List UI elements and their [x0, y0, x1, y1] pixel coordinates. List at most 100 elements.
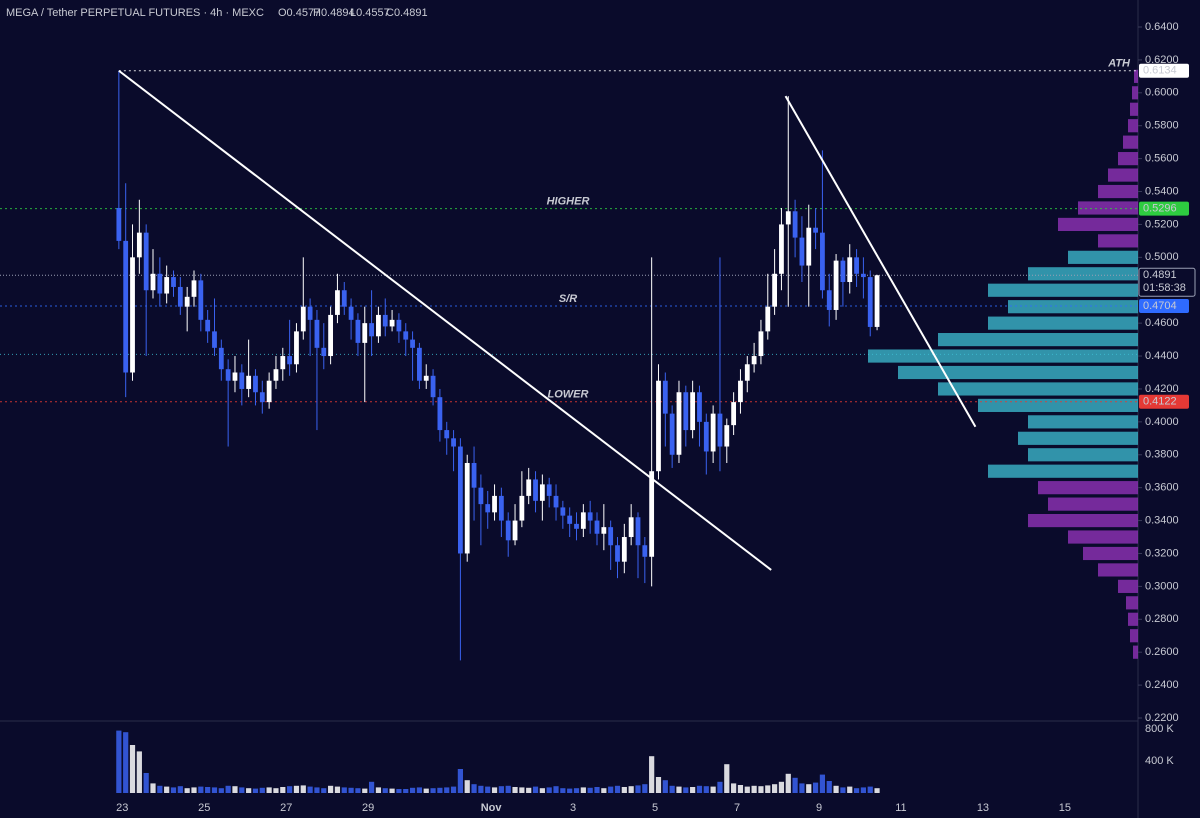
volume-bar	[314, 787, 320, 793]
candle-body	[594, 520, 600, 534]
volume-bar	[621, 787, 627, 793]
volume-bar	[403, 789, 409, 793]
volume-profile-bar	[988, 283, 1138, 297]
volume-tick-label: 800 K	[1145, 723, 1174, 735]
candle	[369, 290, 374, 357]
volume-profile-bar	[938, 382, 1138, 396]
candle	[280, 347, 286, 381]
candle	[697, 385, 702, 447]
candle	[355, 313, 361, 357]
volume-bar	[246, 788, 252, 793]
candle-body	[710, 413, 716, 452]
volume-bar	[491, 787, 498, 793]
volume-profile-bar	[988, 464, 1138, 478]
volume-bar	[546, 787, 552, 793]
x-tick-label: 25	[198, 802, 210, 814]
candle	[492, 484, 497, 521]
volume-bar	[457, 769, 463, 793]
y-tick-label: 0.5600	[1145, 153, 1179, 165]
candle	[437, 388, 443, 442]
volume-bar	[129, 745, 136, 793]
candle	[724, 418, 730, 463]
candle	[246, 339, 252, 398]
candle	[765, 273, 771, 340]
candle	[628, 504, 634, 546]
candle	[266, 372, 272, 409]
candle	[123, 183, 129, 398]
volume-profile-bar	[1126, 596, 1138, 610]
candle-body	[218, 347, 224, 370]
candle	[826, 273, 832, 327]
candle-body	[417, 347, 422, 381]
candle	[376, 306, 381, 343]
volume-bar	[601, 788, 607, 793]
y-tick-label: 0.3000	[1145, 580, 1179, 592]
candle-body	[779, 224, 784, 274]
volume-bar	[334, 786, 341, 793]
volume-bar	[751, 785, 757, 793]
volume-bar	[710, 786, 716, 793]
candle	[239, 364, 245, 406]
volume-bar	[423, 788, 429, 793]
volume-profile-bar	[1132, 86, 1138, 100]
candle-body	[294, 331, 299, 365]
candle-body	[806, 227, 812, 266]
x-tick-label: 5	[652, 802, 658, 814]
candle-body	[867, 277, 873, 327]
candle	[451, 430, 456, 472]
candle	[177, 277, 183, 315]
volume-bar	[683, 787, 689, 793]
y-tick-label: 0.2400	[1145, 679, 1179, 691]
candle-body	[471, 462, 477, 488]
volume-profile-bar	[1118, 579, 1138, 593]
candle-body	[177, 286, 183, 307]
candle-body	[300, 306, 306, 332]
candle-body	[212, 331, 217, 348]
candle-body	[136, 232, 142, 258]
level-label: LOWER	[548, 389, 589, 401]
candle-body	[526, 479, 532, 496]
volume-bar	[157, 785, 163, 793]
volume-bar	[696, 785, 703, 793]
volume-bar	[669, 785, 675, 793]
volume-profile-bar	[978, 398, 1138, 412]
candle	[751, 342, 757, 373]
candle	[703, 413, 709, 475]
candle	[485, 490, 491, 529]
volume-bar	[464, 780, 470, 793]
candle	[792, 199, 798, 258]
candle-body	[642, 545, 648, 557]
candle-body	[649, 471, 655, 557]
candle	[615, 537, 620, 579]
candle-body	[621, 537, 627, 562]
candle	[806, 204, 812, 307]
volume-bar	[382, 788, 388, 793]
x-tick-label: 9	[816, 802, 822, 814]
volume-profile-bar	[1058, 217, 1138, 232]
volume-profile-bar	[1118, 152, 1138, 166]
candle	[820, 150, 825, 299]
candle-body	[553, 495, 559, 508]
candle	[171, 270, 176, 297]
candle-body	[389, 319, 395, 327]
volume-bar	[860, 787, 867, 793]
candle-body	[143, 232, 149, 291]
price-tag	[1139, 299, 1189, 314]
candle	[116, 70, 122, 250]
candle-body	[854, 257, 859, 274]
volume-bar	[649, 756, 655, 793]
volume-bar	[840, 787, 846, 793]
candle-body	[444, 430, 450, 439]
volume-bar	[799, 783, 805, 793]
candle	[874, 274, 880, 331]
x-tick-label: 7	[734, 802, 740, 814]
volume-bar	[321, 788, 327, 793]
candle	[861, 257, 866, 299]
candle	[710, 405, 716, 463]
candle-body	[724, 425, 730, 447]
candle-body	[608, 527, 614, 546]
candle-body	[847, 257, 853, 283]
volume-bar	[437, 787, 443, 793]
volume-bar	[389, 788, 395, 793]
y-tick-label: 0.2200	[1145, 712, 1179, 724]
